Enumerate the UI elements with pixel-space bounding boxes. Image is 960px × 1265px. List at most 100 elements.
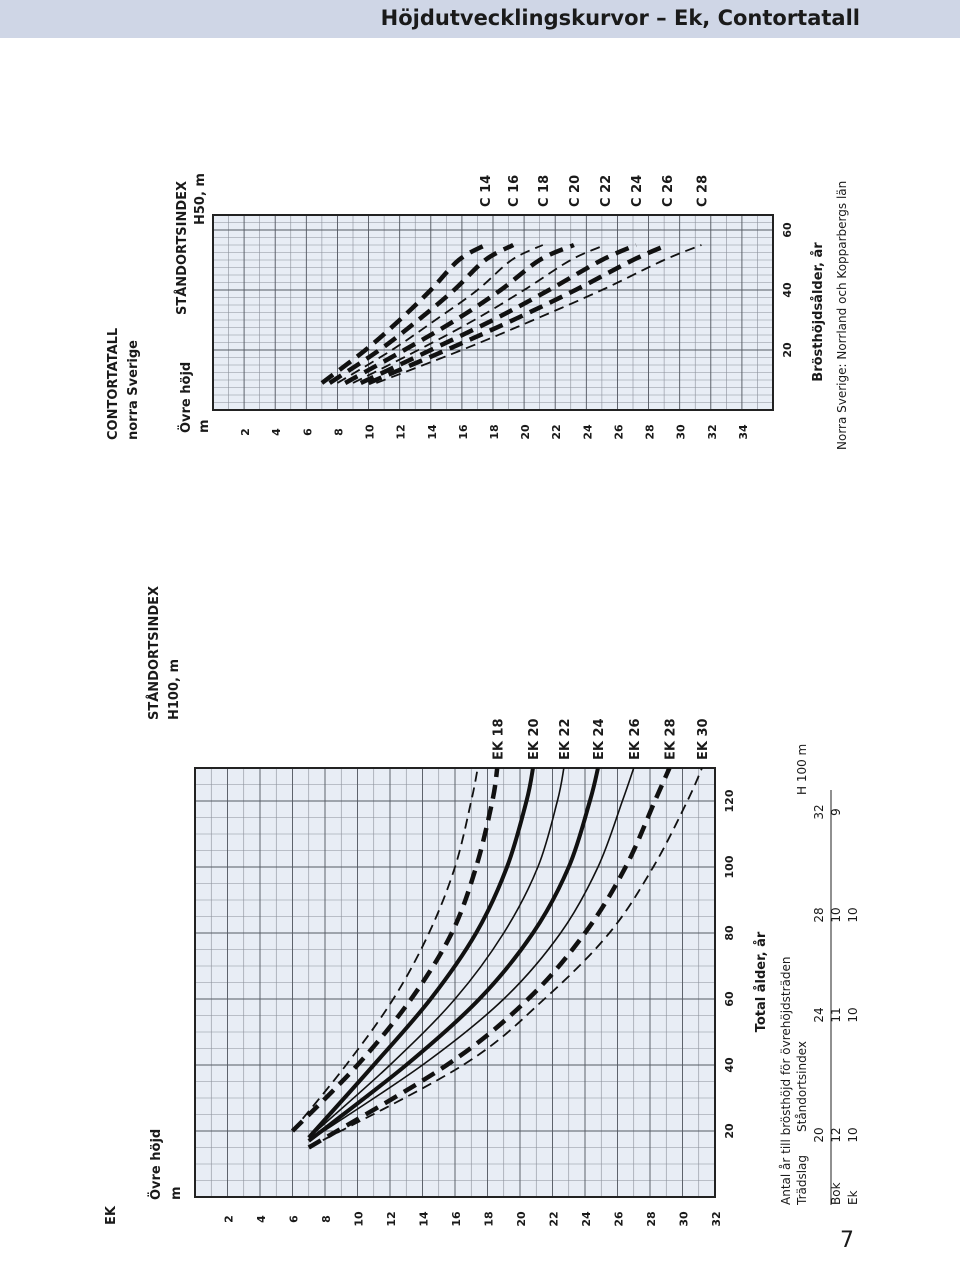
ct-series-label-3: C 24 bbox=[630, 175, 645, 207]
ct-y-tick-label: 6 bbox=[301, 428, 314, 436]
ct-series-label-6: C 18 bbox=[537, 175, 552, 207]
ek-y-tick-label: 22 bbox=[548, 1211, 561, 1226]
ct-y-tick-label: 24 bbox=[581, 424, 594, 440]
ek-series-line-1 bbox=[308, 768, 703, 1149]
ct-series-line-3 bbox=[359, 242, 638, 386]
ct-y-axis-unit: m bbox=[197, 419, 212, 433]
ct-chart-title: CONTORTATALL bbox=[106, 328, 121, 440]
ct-series-label-7: C 16 bbox=[507, 175, 522, 207]
table-cell: 10 bbox=[846, 1007, 860, 1022]
ct-y-tick-label: 16 bbox=[457, 424, 470, 440]
ct-x-axis-label: Brösthöjdsålder, år bbox=[811, 242, 826, 382]
table-cell: 11 bbox=[829, 1007, 843, 1022]
ct-y-tick-label: 12 bbox=[395, 424, 408, 439]
ek-x-tick-label: 40 bbox=[723, 1057, 736, 1073]
ct-index-unit: H50, m bbox=[193, 173, 208, 225]
ct-index-label: STÅNDORTSINDEX bbox=[174, 181, 190, 315]
ct-y-tick-label: 30 bbox=[675, 424, 688, 440]
table-index-value: 32 bbox=[812, 804, 826, 819]
ek-x-axis-label: Total ålder, år bbox=[754, 931, 769, 1032]
table-cell: 9 bbox=[829, 808, 843, 816]
ct-series-line-6 bbox=[336, 244, 544, 384]
ct-series-line-5 bbox=[344, 242, 575, 385]
ek-y-tick-label: 4 bbox=[255, 1215, 268, 1223]
ct-series-line-8 bbox=[320, 243, 487, 385]
table-cell: 12 bbox=[829, 1127, 843, 1142]
table-index-value: 28 bbox=[812, 907, 826, 922]
ek-series-line-8 bbox=[291, 768, 479, 1132]
ct-y-tick-label: 8 bbox=[332, 428, 345, 436]
ek-y-axis-label: Övre höjd bbox=[148, 1129, 164, 1200]
ek-series-label-1: EK 30 bbox=[696, 718, 711, 760]
ek-y-tick-label: 14 bbox=[418, 1211, 431, 1227]
ek-series-line-4 bbox=[307, 768, 600, 1143]
table-index-value: 24 bbox=[812, 1007, 826, 1022]
ek-chart-title: EK bbox=[104, 1205, 119, 1225]
ek-y-tick-label: 10 bbox=[353, 1211, 366, 1227]
ek-x-tick-label: 120 bbox=[723, 789, 736, 812]
table-row-name: Ek bbox=[846, 1190, 860, 1205]
ek-series-label-6: EK 20 bbox=[527, 718, 542, 760]
ek-plot-border bbox=[194, 767, 716, 1198]
ct-series-label-1: C 28 bbox=[695, 175, 710, 207]
table-row-name: Bok bbox=[829, 1182, 843, 1205]
ek-y-tick-label: 8 bbox=[320, 1215, 333, 1223]
ct-note: Norra Sverige: Norrland och Kopparbergs … bbox=[835, 181, 849, 450]
ek-y-tick-label: 20 bbox=[515, 1211, 528, 1227]
ek-series-label-4: EK 24 bbox=[592, 718, 607, 760]
ct-x-tick-label: 60 bbox=[781, 222, 794, 238]
ek-series-line-7 bbox=[290, 768, 500, 1133]
ct-series-label-4: C 22 bbox=[599, 175, 614, 207]
ek-y-tick-label: 26 bbox=[613, 1211, 626, 1227]
table-cell: 10 bbox=[829, 907, 843, 922]
ek-series-label-2: EK 28 bbox=[664, 718, 679, 760]
table-heading: Antal år till brösthöjd för övrehöjdsträ… bbox=[779, 956, 793, 1205]
ek-x-tick-label: 100 bbox=[723, 855, 736, 878]
ct-y-tick-label: 28 bbox=[644, 424, 657, 439]
ek-y-axis-unit: m bbox=[169, 1186, 184, 1200]
ct-y-tick-label: 26 bbox=[612, 424, 625, 440]
ek-index-label: STÅNDORTSINDEX bbox=[146, 586, 162, 720]
ct-y-tick-label: 18 bbox=[488, 424, 501, 439]
ct-y-tick-label: 2 bbox=[239, 428, 252, 436]
ct-series-label-5: C 20 bbox=[568, 175, 583, 207]
ek-x-tick-label: 60 bbox=[723, 991, 736, 1007]
ct-chart-subtitle: norra Sverige bbox=[126, 340, 141, 440]
ct-y-tick-label: 22 bbox=[550, 424, 563, 439]
ct-y-tick-label: 10 bbox=[364, 424, 377, 440]
ek-y-tick-label: 16 bbox=[450, 1211, 463, 1227]
table-index-value: 20 bbox=[812, 1127, 826, 1142]
ek-index-unit: H100, m bbox=[167, 659, 182, 720]
table-col-tradslag: Trädslag bbox=[795, 1155, 809, 1206]
ct-y-tick-label: 34 bbox=[737, 424, 750, 440]
ct-x-tick-label: 20 bbox=[781, 342, 794, 358]
ek-series-line-2 bbox=[307, 768, 672, 1150]
table-cell: 10 bbox=[846, 907, 860, 922]
ek-y-tick-label: 12 bbox=[385, 1211, 398, 1226]
ek-y-tick-label: 30 bbox=[678, 1211, 691, 1227]
ct-series-line-4 bbox=[352, 244, 606, 384]
ek-x-tick-label: 80 bbox=[723, 925, 736, 941]
header-bar bbox=[0, 0, 960, 38]
ek-y-tick-label: 6 bbox=[288, 1215, 301, 1223]
table-col-standortsindex: Ståndortsindex bbox=[795, 1041, 809, 1132]
ct-series-line-2 bbox=[367, 242, 669, 386]
ct-y-tick-label: 4 bbox=[270, 428, 283, 436]
ek-series-label-3: EK 26 bbox=[628, 718, 643, 760]
ek-y-tick-label: 18 bbox=[483, 1211, 496, 1226]
ek-y-tick-label: 32 bbox=[710, 1211, 723, 1226]
ek-x-tick-label: 20 bbox=[723, 1123, 736, 1139]
ct-y-axis-label: Övre höjd bbox=[178, 362, 194, 433]
ct-series-label-2: C 26 bbox=[661, 175, 676, 207]
ek-y-tick-label: 28 bbox=[645, 1211, 658, 1226]
ek-series-line-6 bbox=[307, 768, 535, 1139]
ct-series-line-7 bbox=[328, 242, 515, 385]
ek-series-line-3 bbox=[308, 768, 635, 1142]
ct-y-tick-label: 20 bbox=[519, 424, 532, 440]
page-title: Höjdutvecklingskurvor – Ek, Contortatall bbox=[380, 6, 860, 30]
ct-y-tick-label: 14 bbox=[426, 424, 439, 440]
ct-plot-border bbox=[212, 214, 774, 411]
ct-series-label-8: C 14 bbox=[479, 175, 494, 207]
table-col-h100: H 100 m bbox=[795, 744, 809, 795]
